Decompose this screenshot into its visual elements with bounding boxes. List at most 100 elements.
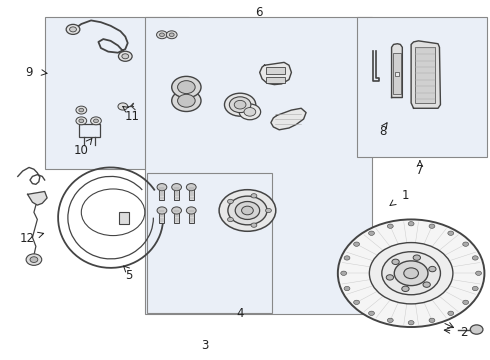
- Bar: [189, 210, 194, 223]
- Text: 1: 1: [401, 189, 409, 202]
- Circle shape: [177, 94, 195, 107]
- Polygon shape: [271, 108, 306, 130]
- Circle shape: [228, 196, 267, 225]
- Polygon shape: [175, 84, 196, 102]
- Text: 7: 7: [416, 164, 424, 177]
- Circle shape: [235, 202, 260, 220]
- Circle shape: [242, 206, 253, 215]
- Bar: [45, 17, 189, 169]
- Circle shape: [448, 231, 454, 235]
- Circle shape: [470, 325, 483, 334]
- Circle shape: [472, 256, 478, 260]
- Polygon shape: [260, 62, 292, 85]
- Circle shape: [219, 190, 276, 231]
- Circle shape: [402, 286, 409, 292]
- Circle shape: [463, 242, 468, 246]
- Circle shape: [239, 104, 261, 120]
- Text: 4: 4: [236, 307, 244, 320]
- Circle shape: [341, 271, 346, 275]
- Bar: [189, 186, 194, 200]
- Circle shape: [157, 31, 167, 39]
- Bar: [394, 72, 399, 76]
- Circle shape: [429, 224, 435, 228]
- Circle shape: [186, 184, 196, 191]
- Circle shape: [368, 231, 374, 235]
- Circle shape: [429, 318, 435, 323]
- Circle shape: [244, 108, 256, 116]
- Circle shape: [408, 222, 414, 226]
- Circle shape: [172, 207, 181, 214]
- Circle shape: [157, 207, 167, 214]
- Circle shape: [76, 117, 87, 125]
- Bar: [266, 67, 285, 74]
- Circle shape: [166, 31, 177, 39]
- Circle shape: [224, 93, 256, 116]
- Bar: [357, 17, 487, 157]
- Circle shape: [66, 24, 80, 35]
- Text: 10: 10: [74, 144, 89, 157]
- Circle shape: [413, 255, 420, 260]
- Circle shape: [251, 223, 257, 227]
- Circle shape: [76, 106, 87, 114]
- Bar: [120, 212, 129, 224]
- Circle shape: [423, 282, 430, 287]
- Circle shape: [386, 275, 393, 280]
- Text: 9: 9: [25, 66, 33, 79]
- Circle shape: [177, 81, 195, 94]
- Circle shape: [172, 184, 181, 191]
- Circle shape: [251, 194, 257, 198]
- Circle shape: [476, 271, 482, 275]
- Bar: [79, 124, 100, 137]
- Circle shape: [79, 108, 84, 112]
- Circle shape: [394, 261, 428, 285]
- Circle shape: [229, 97, 251, 113]
- Text: 8: 8: [380, 125, 387, 138]
- Text: 2: 2: [460, 326, 467, 339]
- Circle shape: [159, 33, 164, 37]
- Bar: [159, 210, 164, 223]
- Bar: [266, 77, 285, 83]
- Bar: [393, 53, 401, 94]
- Circle shape: [338, 220, 485, 327]
- Bar: [415, 47, 435, 103]
- Circle shape: [118, 103, 128, 110]
- Circle shape: [392, 259, 399, 265]
- Circle shape: [448, 311, 454, 315]
- Text: 11: 11: [125, 110, 140, 123]
- Circle shape: [91, 117, 101, 125]
- Bar: [174, 210, 179, 223]
- Circle shape: [169, 33, 174, 37]
- Text: 3: 3: [201, 339, 209, 352]
- Circle shape: [172, 76, 201, 98]
- Circle shape: [30, 257, 38, 262]
- Circle shape: [388, 318, 393, 323]
- Circle shape: [119, 51, 132, 61]
- Circle shape: [408, 320, 414, 325]
- Circle shape: [79, 119, 84, 123]
- Circle shape: [388, 224, 393, 228]
- Circle shape: [70, 27, 76, 32]
- Circle shape: [122, 54, 129, 59]
- Circle shape: [94, 119, 98, 123]
- Bar: [145, 17, 372, 315]
- Circle shape: [463, 300, 468, 305]
- Circle shape: [344, 256, 350, 260]
- Circle shape: [172, 90, 201, 112]
- Circle shape: [157, 184, 167, 191]
- Circle shape: [429, 266, 436, 272]
- Circle shape: [382, 252, 441, 295]
- Circle shape: [368, 311, 374, 315]
- Circle shape: [26, 254, 42, 265]
- Circle shape: [404, 268, 418, 279]
- Circle shape: [344, 286, 350, 291]
- Circle shape: [227, 217, 233, 222]
- Circle shape: [266, 208, 271, 213]
- Circle shape: [234, 100, 246, 109]
- Text: 5: 5: [125, 269, 133, 282]
- Circle shape: [354, 300, 360, 305]
- Circle shape: [472, 286, 478, 291]
- Circle shape: [186, 207, 196, 214]
- Polygon shape: [27, 192, 47, 205]
- Circle shape: [227, 199, 233, 203]
- Bar: [159, 186, 164, 200]
